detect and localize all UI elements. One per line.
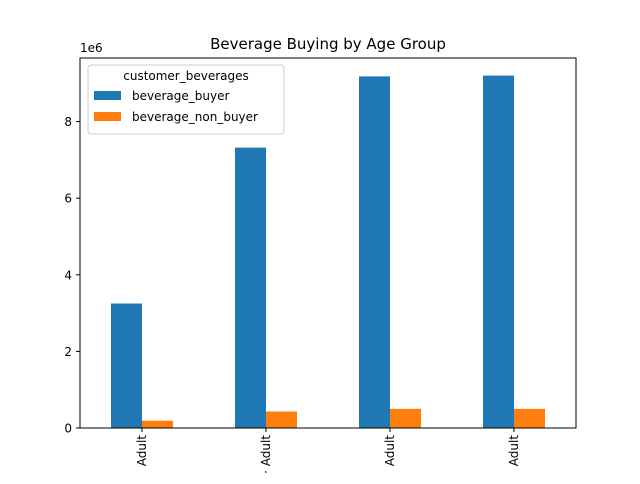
- y-tick-label: 4: [64, 268, 72, 282]
- bar-beverage-buyer-4: [483, 75, 514, 429]
- legend-title: customer_beverages: [123, 69, 249, 83]
- y-tick-label: 2: [64, 345, 72, 359]
- axes-layer: 0 2 4 6 8 Adult · Adult Adult Adult: [64, 57, 577, 474]
- bars-layer: [111, 75, 545, 429]
- x-tick-label: Adult: [383, 435, 397, 467]
- legend-label-beverage-buyer: beverage_buyer: [132, 89, 229, 103]
- legend-box: [87, 64, 285, 135]
- bar-beverage-buyer-2: [235, 147, 266, 428]
- legend: customer_beverages beverage_buyer beverage…: [87, 64, 285, 135]
- bar-beverage-buyer-1: [111, 303, 142, 428]
- x-tick-label: · Adult: [259, 435, 273, 474]
- y-axis-offset-label: 1e6: [80, 41, 103, 55]
- legend-swatch-beverage-buyer: [94, 91, 121, 100]
- y-tick-label: 0: [64, 422, 72, 436]
- bar-beverage-non-buyer-4: [514, 408, 545, 428]
- chart-title: Beverage Buying by Age Group: [210, 35, 446, 53]
- bar-beverage-non-buyer-2: [266, 411, 297, 428]
- legend-swatch-beverage-non-buyer: [94, 112, 121, 121]
- y-tick-label: 8: [64, 115, 72, 129]
- bar-beverage-non-buyer-3: [390, 408, 421, 428]
- bar-beverage-non-buyer-1: [142, 420, 173, 428]
- y-tick-label: 6: [64, 192, 72, 206]
- legend-label-beverage-non-buyer: beverage_non_buyer: [132, 110, 258, 124]
- x-tick-label: Adult: [507, 435, 521, 467]
- bar-beverage-buyer-3: [359, 76, 390, 428]
- x-tick-label: Adult: [135, 435, 149, 467]
- plot-frame: [79, 57, 577, 429]
